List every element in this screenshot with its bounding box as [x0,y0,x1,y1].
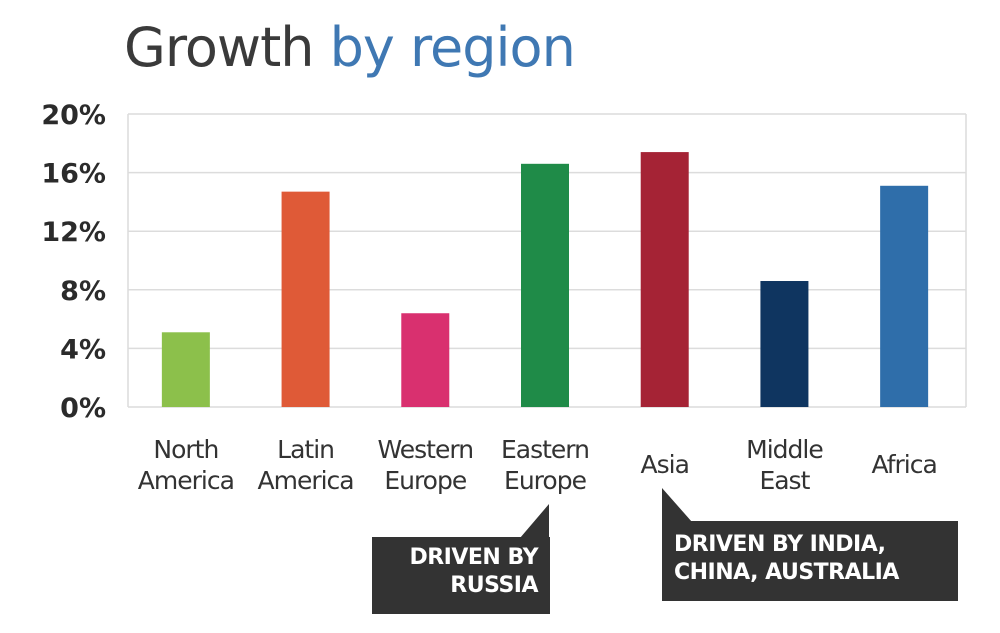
callout-russia-pointer [520,504,549,538]
x-category-label: Latin [277,435,334,464]
callout-asia: DRIVEN BY INDIA, CHINA, AUSTRALIA [662,521,958,601]
callout-asia-pointer [662,488,692,522]
chart-title: Growth by region [124,8,576,88]
x-category-label: America [258,466,354,495]
bar [281,191,330,407]
x-category-label: Eastern [501,435,589,464]
callout-russia-line2: RUSSIA [450,573,538,598]
callout-russia: DRIVEN BY RUSSIA [372,537,550,614]
y-tick-label: 16% [41,159,106,190]
bar [880,185,929,407]
x-category-label: Western [378,435,474,464]
chart-title-part1: Growth [124,16,330,79]
x-category-label: East [759,466,810,495]
x-category-label: America [138,466,234,495]
x-category-label: Europe [384,466,467,495]
y-tick-label: 12% [41,217,106,248]
y-tick-label: 4% [60,334,106,365]
bar [521,163,569,407]
callout-asia-line2: CHINA, AUSTRALIA [674,560,899,585]
bar [760,281,809,407]
y-tick-label: 0% [60,393,106,424]
x-category-label: North [153,435,218,464]
callout-russia-line1: DRIVEN BY [409,545,538,570]
x-category-label: Asia [641,450,689,479]
bar [640,152,689,407]
x-category-label: Africa [871,450,936,479]
bar [161,332,210,407]
x-category-label: Middle [746,435,823,464]
x-category-label: Europe [504,466,587,495]
bar [401,313,450,407]
callout-asia-line1: DRIVEN BY INDIA, [674,532,886,557]
y-tick-label: 8% [60,276,106,307]
chart-title-part2: by region [329,16,576,79]
y-tick-label: 20% [41,100,106,131]
